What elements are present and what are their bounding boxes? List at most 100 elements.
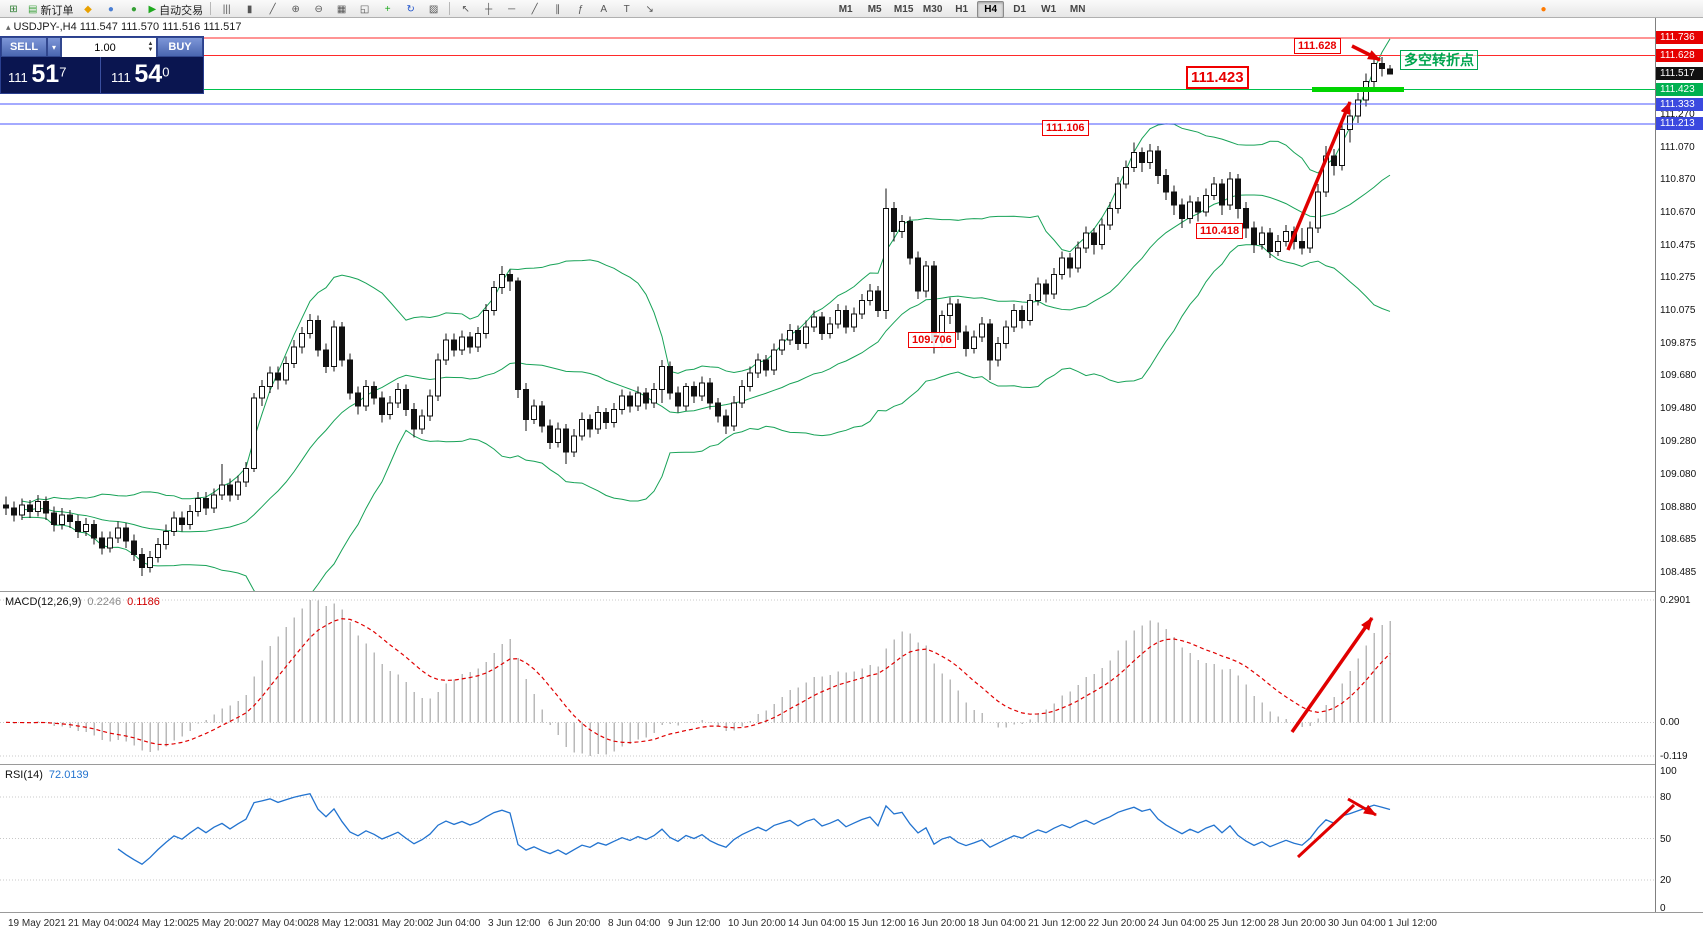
support-button[interactable]: ●: [100, 1, 121, 18]
support-icon: ●: [107, 3, 114, 15]
cascade-windows-icon: ◱: [359, 3, 370, 15]
rsi-line: [117, 792, 1391, 865]
time-axis-label: 21 Jun 12:00: [1028, 918, 1086, 929]
timeframe-m30-button[interactable]: M30: [922, 4, 943, 15]
sell-price-big: 51: [31, 60, 60, 88]
volume-dropdown-caret[interactable]: ▾: [47, 37, 61, 57]
one-click-trading-widget: SELL ▾ ▲▼ BUY 111 517 111 540: [0, 36, 204, 94]
chart-bars-button[interactable]: |||: [216, 1, 237, 18]
text-button[interactable]: A: [593, 1, 614, 18]
volume-stepper[interactable]: ▲ ▼: [146, 38, 155, 56]
metaeditor-icon: ◆: [84, 3, 92, 15]
trend-arrow: [1351, 44, 1381, 62]
axis-label: 100: [1660, 766, 1677, 777]
timeframe-m1-button[interactable]: M1: [838, 4, 853, 15]
trendline-button[interactable]: ╱: [524, 1, 545, 18]
indicators-icon: +: [384, 3, 391, 15]
zoom-out-button[interactable]: ⊖: [308, 1, 329, 18]
channel-button[interactable]: ∥: [547, 1, 568, 18]
text-icon: A: [600, 3, 607, 15]
price-scale[interactable]: 111.270 111.070 110.870 110.670 110.475 110.2…: [1655, 18, 1703, 914]
crosshair-button[interactable]: ┼: [478, 1, 499, 18]
time-axis-label: 16 Jun 20:00: [908, 918, 966, 929]
community-button[interactable]: ●: [123, 1, 144, 18]
text-label-icon: T: [623, 3, 630, 15]
rsi-trend-arrow-hook: [1347, 797, 1377, 817]
autotrade-button[interactable]: ▶ 自动交易: [146, 1, 205, 18]
timeframe-m5-button[interactable]: M5: [867, 4, 882, 15]
fibonacci-button[interactable]: ƒ: [570, 1, 591, 18]
axis-label: 109.875: [1660, 338, 1697, 350]
horizontal-line-button[interactable]: ─: [501, 1, 522, 18]
toolbar-separator: [449, 2, 451, 15]
sell-button[interactable]: SELL: [1, 37, 47, 57]
macd-value-signal: 0.1186: [127, 596, 160, 608]
time-axis-label: 18 Jun 04:00: [968, 918, 1026, 929]
timeframe-d1-button[interactable]: D1: [1013, 4, 1027, 15]
axis-label: 110.475: [1660, 239, 1696, 251]
cycle-icon: ↻: [406, 3, 415, 15]
axis-label: 108.485: [1660, 567, 1697, 579]
new-order-button[interactable]: ▤ 新订单: [26, 1, 75, 18]
zoom-in-icon: ⊕: [291, 3, 300, 15]
sell-price-sup: 7: [59, 64, 67, 80]
cursor-button[interactable]: ↖: [455, 1, 476, 18]
toolbar: ⊞ ▤ 新订单 ◆ ● ● ▶ 自动交易 ||| ▮ ╱ ⊕ ⊖ ▦ ◱ + ↻ ▨ ↖ ┼ ─ ╱ ∥ ƒ A T ↘ M1 M…: [0, 0, 1703, 18]
toolbar-group-chart: ||| ▮ ╱ ⊕ ⊖ ▦ ◱ + ↻ ▨: [215, 0, 445, 18]
timeframe-h4-button[interactable]: H4: [977, 1, 1005, 18]
rsi-trend-arrow: [1296, 803, 1356, 859]
axis-label: 110.075: [1660, 305, 1696, 317]
zoom-out-icon: ⊖: [314, 3, 323, 15]
time-axis[interactable]: 19 May 2021 21 May 04:00 24 May 12:00 25 Ma…: [0, 913, 1655, 936]
indicators-button[interactable]: +: [377, 1, 398, 18]
rsi-value: 72.0139: [48, 769, 89, 781]
timeframe-m15-button[interactable]: M15: [893, 4, 914, 15]
zoom-in-button[interactable]: ⊕: [285, 1, 306, 18]
templates-button[interactable]: ▨: [423, 1, 444, 18]
volume-input[interactable]: [62, 39, 156, 57]
axis-label: 110.275: [1660, 272, 1696, 284]
toolbar-group-timeframes: M1 M5 M15 M30 H1 H4 D1 W1 MN: [831, 0, 1092, 18]
macd-value-main: 0.2246: [87, 596, 122, 608]
chart-candles-button[interactable]: ▮: [239, 1, 260, 18]
rsi-label: RSI(14) 72.0139: [5, 769, 89, 781]
timeframe-w1-button[interactable]: W1: [1041, 4, 1057, 15]
autotrade-icon: ▶: [148, 3, 157, 15]
time-axis-label: 9 Jun 12:00: [668, 918, 721, 929]
price-axis-badge: 111.423: [1656, 82, 1703, 96]
cascade-windows-button[interactable]: ◱: [354, 1, 375, 18]
channel-icon: ∥: [555, 3, 561, 15]
timeframe-h1-button[interactable]: H1: [955, 4, 969, 15]
chart-title: ▴ USDJPY-,H4 111.547 111.570 111.516 111.…: [6, 21, 241, 33]
time-axis-label: 3 Jun 12:00: [488, 918, 541, 929]
macd-name: MACD(12,26,9): [5, 596, 82, 608]
time-axis-label: 25 May 20:00: [188, 918, 249, 929]
arrows-tool-button[interactable]: ↘: [639, 1, 660, 18]
cycle-button[interactable]: ↻: [400, 1, 421, 18]
new-chart-button[interactable]: ⊞: [3, 1, 24, 18]
price-chart-canvas[interactable]: [0, 18, 1655, 591]
text-label-button[interactable]: T: [616, 1, 637, 18]
buy-price[interactable]: 111 540: [101, 57, 203, 93]
timeframe-mn-button[interactable]: MN: [1069, 4, 1086, 15]
rsi-indicator-canvas[interactable]: [0, 765, 1655, 912]
axis-label: 0: [1660, 903, 1666, 914]
pane-separator[interactable]: [0, 764, 1703, 765]
axis-label: 0.2901: [1660, 595, 1691, 606]
pane-separator[interactable]: [0, 591, 1703, 592]
sell-price[interactable]: 111 517: [1, 57, 101, 93]
buy-button[interactable]: BUY: [157, 37, 203, 57]
axis-label: -0.119: [1660, 751, 1688, 762]
macd-indicator-canvas[interactable]: [0, 592, 1655, 764]
mql5-icon: ●: [1540, 3, 1547, 15]
time-axis-label: 6 Jun 20:00: [548, 918, 601, 929]
spin-up-icon: ▲: [147, 41, 154, 47]
pane-separator: [0, 912, 1703, 913]
chart-line-button[interactable]: ╱: [262, 1, 283, 18]
volume-field-wrap: ▲▼: [61, 37, 157, 57]
axis-label: 109.480: [1660, 403, 1697, 415]
tile-windows-button[interactable]: ▦: [331, 1, 352, 18]
metaeditor-button[interactable]: ◆: [77, 1, 98, 18]
mql5-button[interactable]: ●: [1533, 1, 1554, 18]
toolbar-group-drawing-tools: ↖ ┼ ─ ╱ ∥ ƒ A T ↘: [454, 0, 661, 18]
